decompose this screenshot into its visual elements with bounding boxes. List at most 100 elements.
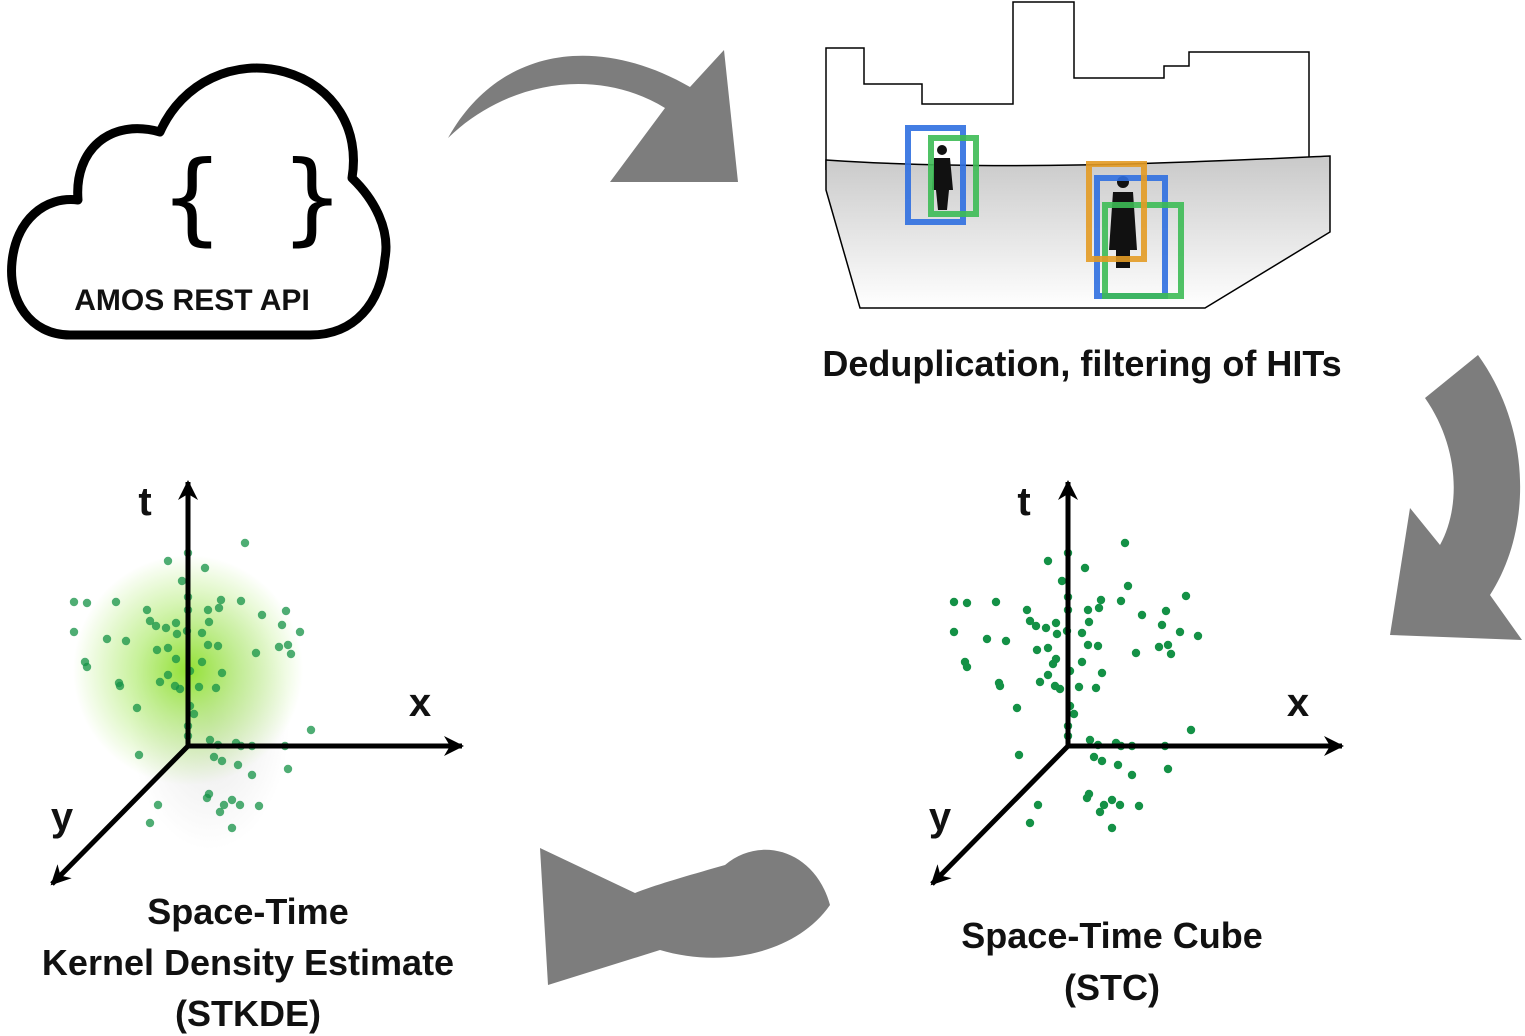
stc-point xyxy=(1022,605,1032,615)
stkde-point xyxy=(214,603,224,613)
stkde-panel: t x y Space-Time Kernel Density Estimate… xyxy=(42,480,464,1034)
ground-floor xyxy=(825,155,1331,309)
stc-point xyxy=(1057,576,1067,586)
stc-point xyxy=(1091,683,1101,693)
stc-point xyxy=(1161,606,1171,616)
stc-point xyxy=(1131,648,1141,658)
stc-point xyxy=(1094,603,1104,613)
stc-point xyxy=(1099,800,1109,810)
stkde-point xyxy=(251,648,261,658)
building-outline xyxy=(825,1,1310,170)
stc-point xyxy=(1157,620,1167,630)
cycle-arrows xyxy=(448,50,1522,985)
stc-point xyxy=(1035,677,1045,687)
stc-point xyxy=(1181,591,1191,601)
hit-box-green-1 xyxy=(928,135,979,217)
stc-point xyxy=(1025,616,1035,626)
stc-points xyxy=(949,538,1203,833)
stc-point xyxy=(1043,556,1053,566)
amos-cloud: { } AMOS REST API xyxy=(7,63,391,340)
stkde-point xyxy=(161,623,171,633)
stc-point xyxy=(1077,657,1087,667)
stkde-point xyxy=(236,596,246,606)
stc-point xyxy=(949,597,959,607)
stc-label-line1: Space-Time Cube xyxy=(961,915,1262,956)
arrow-cloud-to-dedup xyxy=(448,50,738,182)
stc-point xyxy=(1077,628,1087,638)
stc-point xyxy=(1166,649,1176,659)
stc-point xyxy=(1052,629,1062,639)
stkde-point xyxy=(283,640,293,650)
stkde-point xyxy=(295,627,305,637)
stkde-point xyxy=(142,605,152,615)
stc-label-line2: (STC) xyxy=(1064,967,1160,1008)
stkde-point xyxy=(69,627,79,637)
stkde-point xyxy=(121,636,131,646)
stc-point xyxy=(1043,670,1053,680)
stkde-point xyxy=(134,750,144,760)
stkde-axes xyxy=(50,480,464,886)
stkde-point xyxy=(209,752,219,762)
arrow-dedup-to-stc xyxy=(1390,355,1522,640)
stkde-point xyxy=(132,703,142,713)
stkde-point xyxy=(80,657,90,667)
dedup-label: Deduplication, filtering of HITs xyxy=(822,343,1341,384)
stkde-point xyxy=(153,800,163,810)
stc-point xyxy=(1012,703,1022,713)
stc-point xyxy=(1113,760,1123,770)
stc-point xyxy=(1107,823,1117,833)
stc-axes xyxy=(930,480,1344,886)
stkde-point xyxy=(217,668,227,678)
stkde-point xyxy=(172,629,182,639)
cloud-label: AMOS REST API xyxy=(74,284,310,317)
stc-point xyxy=(1154,642,1164,652)
stc-point xyxy=(962,598,972,608)
stkde-point xyxy=(102,634,112,644)
stkde-point xyxy=(175,684,185,694)
stc-axis-y-label: y xyxy=(929,795,952,839)
stc-point xyxy=(1097,756,1107,766)
stkde-point xyxy=(194,682,204,692)
stkde-point xyxy=(151,621,161,631)
stc-point xyxy=(1041,623,1051,633)
stkde-point xyxy=(155,677,165,687)
stkde-point xyxy=(163,556,173,566)
stkde-point xyxy=(227,823,237,833)
stkde-point xyxy=(197,628,207,638)
stc-point xyxy=(1115,800,1125,810)
stc-point xyxy=(949,627,959,637)
stc-point xyxy=(1193,631,1203,641)
stc-point xyxy=(1001,636,1011,646)
person-silhouette-1 xyxy=(932,145,953,210)
stc-point xyxy=(1083,605,1093,615)
stkde-point xyxy=(171,618,181,628)
stkde-axis-y-label: y xyxy=(51,795,74,839)
stkde-point xyxy=(254,801,264,811)
stkde-point xyxy=(219,800,229,810)
stkde-point xyxy=(240,538,250,548)
stc-point xyxy=(1043,643,1053,653)
arrow-stc-to-stkde xyxy=(540,848,830,985)
stkde-point xyxy=(306,725,316,735)
stkde-point xyxy=(163,643,173,653)
stkde-point xyxy=(163,670,173,680)
stkde-label-line2: Kernel Density Estimate xyxy=(42,942,454,983)
stkde-point xyxy=(203,605,213,615)
stkde-point xyxy=(189,709,199,719)
stc-point xyxy=(1032,645,1042,655)
stc-point xyxy=(1107,795,1117,805)
stkde-point xyxy=(257,610,267,620)
stc-point xyxy=(982,634,992,644)
stc-point xyxy=(1163,640,1173,650)
stkde-point xyxy=(145,818,155,828)
cloud-icon xyxy=(7,63,391,340)
stc-point xyxy=(1085,735,1095,745)
stkde-point xyxy=(274,642,284,652)
stc-axis-y-icon xyxy=(930,744,1070,886)
stc-point xyxy=(995,681,1005,691)
stc-point xyxy=(991,597,1001,607)
stc-point xyxy=(1051,618,1061,628)
stc-point xyxy=(1134,801,1144,811)
stkde-axis-t-label: t xyxy=(138,480,151,524)
stkde-point xyxy=(286,649,296,659)
